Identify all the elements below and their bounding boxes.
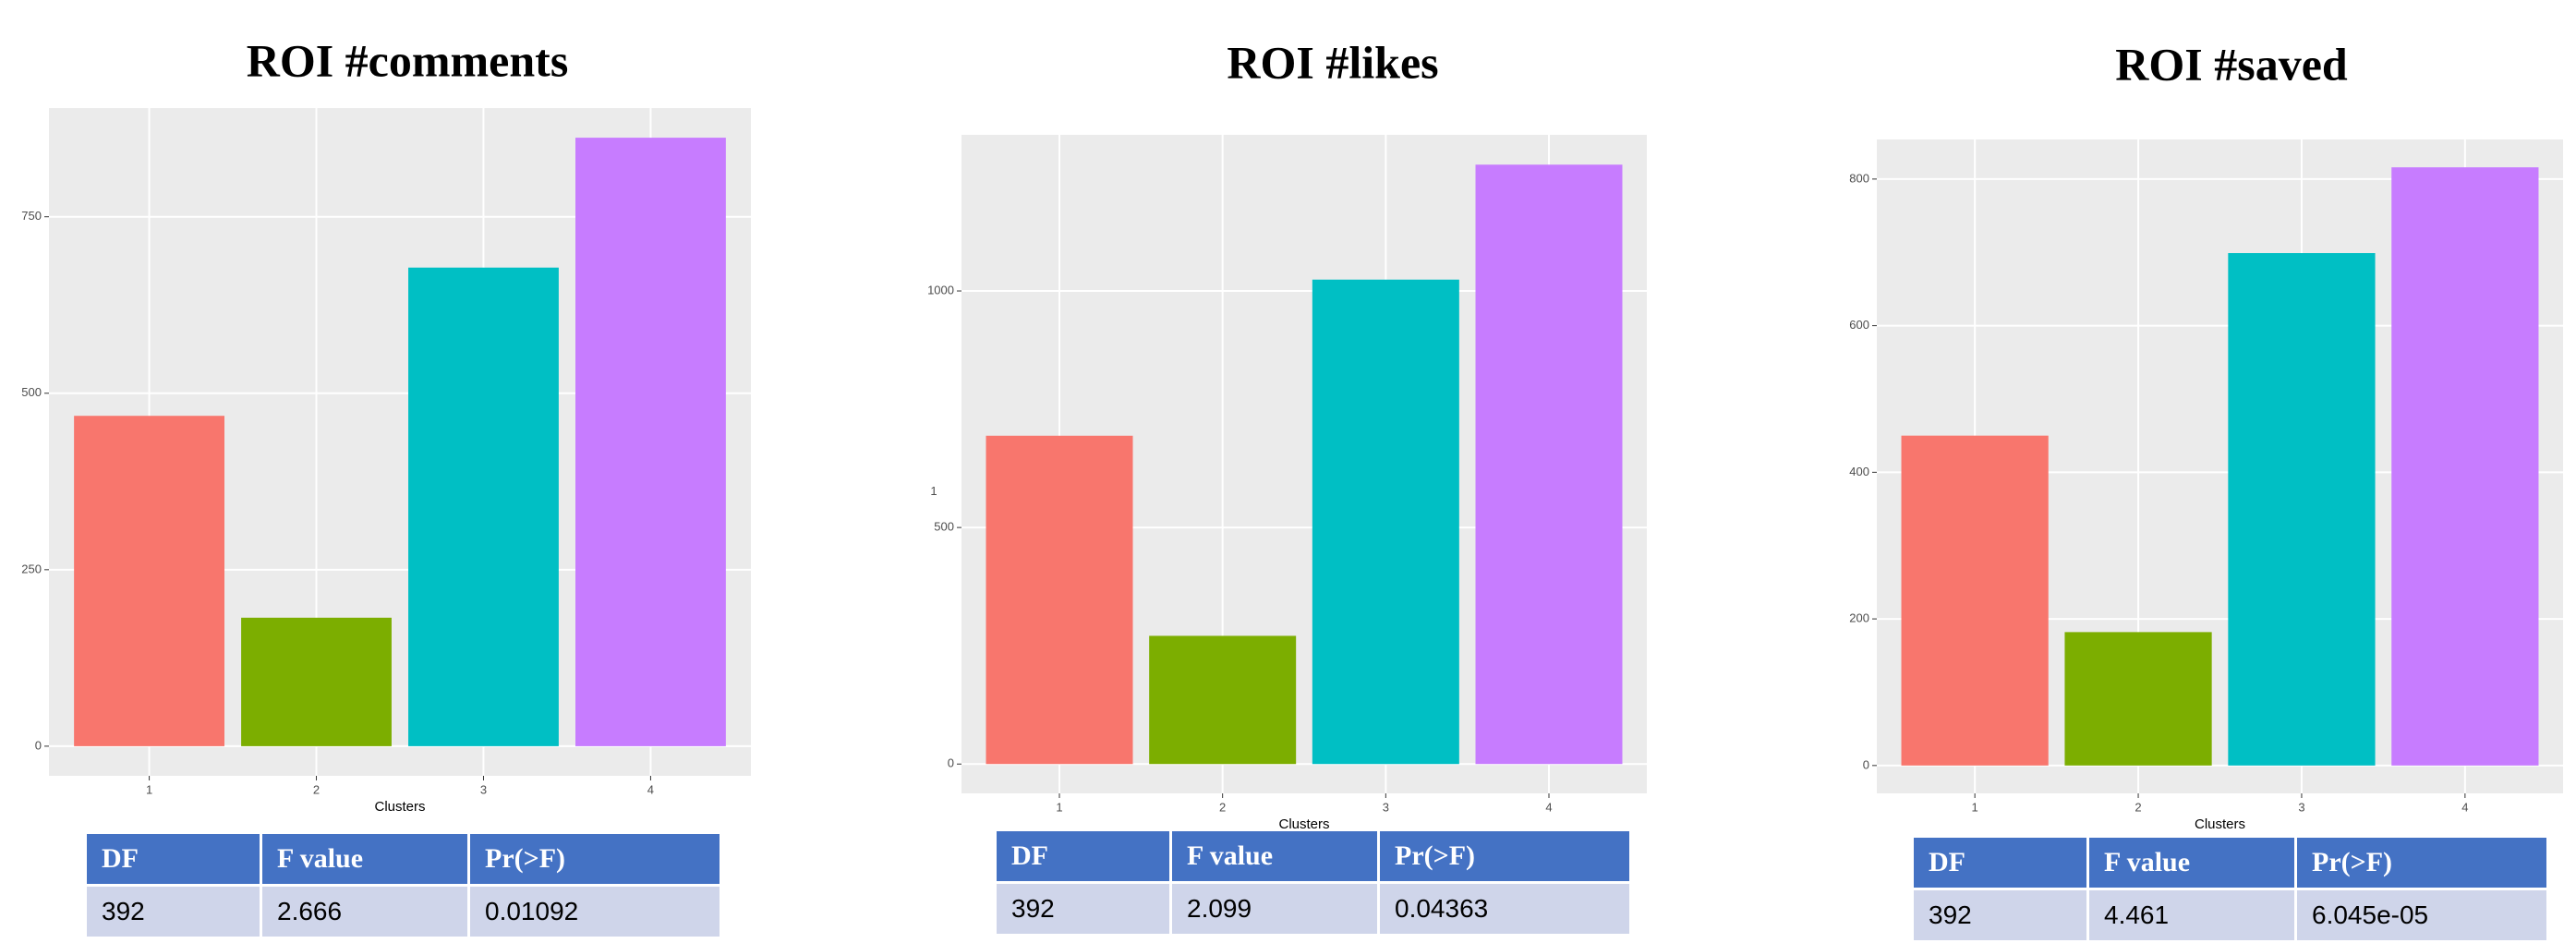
chart-title: ROI #likes (1227, 36, 1438, 88)
table-row: 392 2.666 0.01092 (87, 887, 720, 937)
bar (1312, 279, 1459, 765)
x-tick-label: 2 (313, 782, 320, 796)
x-axis-label: Clusters (374, 799, 425, 815)
bar (575, 138, 726, 746)
anova-table: DF F value Pr(>F) 392 2.666 0.01092 (84, 831, 722, 939)
bar (986, 435, 1133, 765)
chart-title: ROI #comments (247, 34, 569, 86)
x-tick-label: 4 (2461, 800, 2468, 814)
header-cell: F value (262, 834, 467, 884)
table-header-row: DF F value Pr(>F) (1914, 838, 2546, 888)
x-tick-label: 2 (2135, 800, 2141, 814)
table-cell: 0.01092 (470, 887, 720, 937)
table-header-row: DF F value Pr(>F) (87, 834, 720, 884)
chart-title: ROI #saved (2115, 38, 2348, 90)
y-tick-label: 200 (1849, 611, 1869, 625)
bar (241, 617, 392, 746)
table-cell: 2.666 (262, 887, 467, 937)
table-row: 392 4.461 6.045e-05 (1914, 890, 2546, 940)
y-tick-label: 600 (1849, 318, 1869, 332)
x-tick-label: 1 (1972, 800, 1978, 814)
y-tick-label: 250 (21, 562, 42, 575)
bar (2228, 253, 2376, 766)
bar (1901, 435, 2049, 766)
table-cell: 6.045e-05 (2297, 890, 2546, 940)
x-axis-label: Clusters (2195, 816, 2245, 832)
anova-table: DF F value Pr(>F) 392 4.461 6.045e-05 (1911, 835, 2549, 943)
x-tick-label: 3 (480, 782, 487, 796)
bar (1149, 635, 1297, 765)
y-tick-label: 400 (1849, 465, 1869, 478)
table-cell: 392 (1914, 890, 2086, 940)
header-cell: DF (997, 831, 1169, 881)
table-header-row: DF F value Pr(>F) (997, 831, 1629, 881)
y-tick-label: 800 (1849, 171, 1869, 185)
bar (2064, 632, 2212, 766)
header-cell: F value (2089, 838, 2294, 888)
bar (74, 416, 225, 746)
y-tick-label: 750 (21, 209, 42, 223)
x-tick-label: 1 (1056, 800, 1062, 814)
x-tick-label: 4 (1545, 800, 1552, 814)
y-tick-label: 500 (21, 385, 42, 399)
header-cell: F value (1172, 831, 1377, 881)
y-tick-label: 1000 (927, 283, 954, 296)
x-tick-label: 4 (647, 782, 654, 796)
x-tick-label: 1 (146, 782, 152, 796)
table-cell: 392 (997, 884, 1169, 934)
table-cell: 392 (87, 887, 260, 937)
y-tick-label: 0 (1863, 757, 1869, 771)
table-cell: 4.461 (2089, 890, 2294, 940)
header-cell: DF (87, 834, 260, 884)
y-axis-label: 1 (930, 484, 937, 498)
y-tick-label: 500 (934, 520, 954, 534)
y-tick-label: 0 (948, 756, 954, 770)
x-tick-label: 2 (1219, 800, 1226, 814)
table-row: 392 2.099 0.04363 (997, 884, 1629, 934)
anova-table: DF F value Pr(>F) 392 2.099 0.04363 (994, 828, 1632, 937)
x-tick-label: 3 (1383, 800, 1389, 814)
header-cell: Pr(>F) (470, 834, 720, 884)
header-cell: Pr(>F) (1380, 831, 1629, 881)
header-cell: DF (1914, 838, 2086, 888)
y-tick-label: 0 (35, 738, 42, 752)
table-cell: 0.04363 (1380, 884, 1629, 934)
bar (2391, 167, 2539, 766)
x-axis-label: Clusters (1278, 816, 1329, 832)
bar (1475, 164, 1623, 765)
x-tick-label: 3 (2298, 800, 2304, 814)
bar (408, 267, 559, 746)
table-cell: 2.099 (1172, 884, 1377, 934)
header-cell: Pr(>F) (2297, 838, 2546, 888)
